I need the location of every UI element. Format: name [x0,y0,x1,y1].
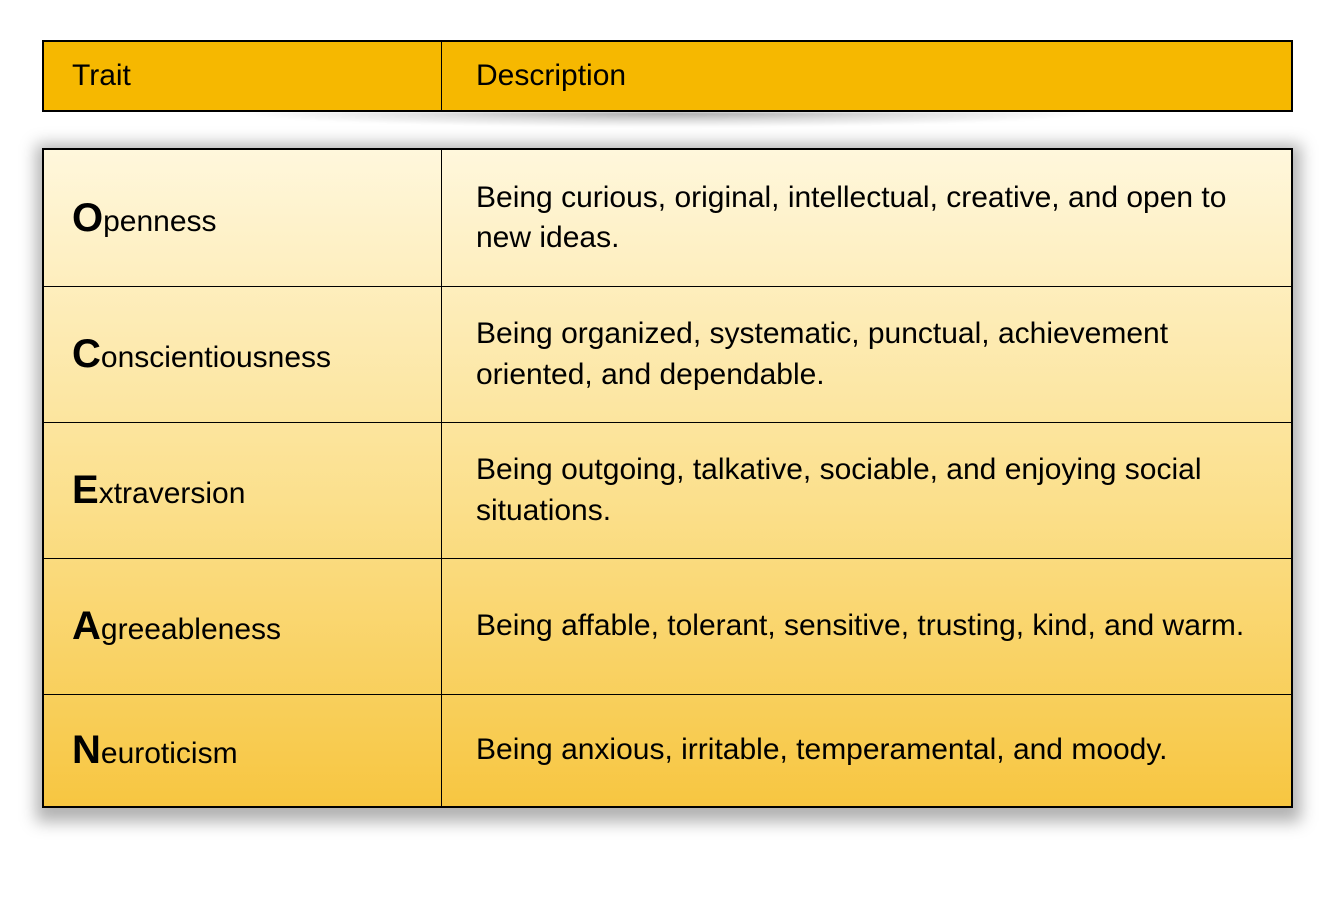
trait-cell: Openness [44,150,442,286]
table-row: Neuroticism Being anxious, irritable, tem… [44,694,1291,806]
description-cell: Being organized, systematic, punctual, a… [442,287,1291,422]
trait-cell: Neuroticism [44,695,442,806]
trait-cell: Conscientiousness [44,287,442,422]
table-row: Extraversion Being outgoing, talkative, s… [44,422,1291,558]
description-cell: Being outgoing, talkative, sociable, and… [442,423,1291,558]
trait-rest: xtraversion [99,477,246,510]
table-row: Openness Being curious, original, intelle… [44,150,1291,286]
trait-rest: greeableness [101,613,281,646]
trait-initial: C [72,332,101,376]
description-cell: Being affable, tolerant, sensitive, trus… [442,559,1291,694]
trait-name: Agreeableness [72,604,281,649]
trait-cell: Extraversion [44,423,442,558]
trait-cell: Agreeableness [44,559,442,694]
table-header: Trait Description [42,40,1293,112]
trait-name: Conscientiousness [72,332,331,377]
trait-rest: euroticism [101,737,238,770]
trait-initial: N [72,728,101,772]
description-cell: Being curious, original, intellectual, c… [442,150,1291,286]
trait-rest: onscientiousness [101,341,331,374]
table-row: Conscientiousness Being organized, system… [44,286,1291,422]
table-row: Agreeableness Being affable, tolerant, se… [44,558,1291,694]
trait-rest: penness [103,205,216,238]
trait-initial: O [72,196,103,240]
trait-name: Openness [72,196,217,241]
table-body: Openness Being curious, original, intelle… [42,148,1293,808]
header-description: Description [442,42,1291,110]
trait-initial: A [72,604,101,648]
traits-table: Trait Description Openness Being curious,… [0,0,1335,848]
description-cell: Being anxious, irritable, temperamental,… [442,695,1291,806]
header-shadow [48,112,1287,134]
header-trait: Trait [44,42,442,110]
trait-initial: E [72,468,99,512]
table-body-wrap: Openness Being curious, original, intelle… [42,148,1293,808]
trait-name: Neuroticism [72,728,238,773]
trait-name: Extraversion [72,468,245,513]
